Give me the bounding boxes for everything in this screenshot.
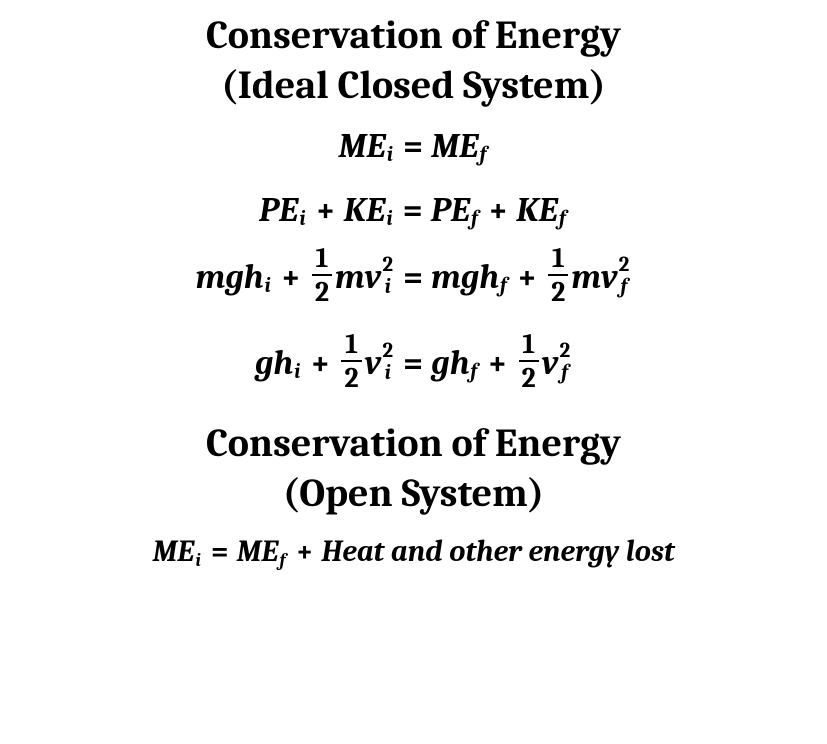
var-h: h xyxy=(479,257,499,297)
sub-f: f xyxy=(471,207,478,231)
equation-pe-ke: PE i + KE i = PE f + KE f xyxy=(259,190,568,230)
var-v: v xyxy=(365,343,382,383)
subsup-f2: 2 f xyxy=(559,347,570,379)
heading-open-system: Conservation of Energy (Open System) xyxy=(206,418,621,518)
sub-f: f xyxy=(480,143,487,167)
var-v: v xyxy=(365,257,382,297)
var-g: g xyxy=(225,257,244,297)
plus-sign: + xyxy=(517,257,537,297)
sub-f: f xyxy=(470,360,477,384)
var-ME: ME xyxy=(153,534,195,569)
var-m: m xyxy=(196,257,226,297)
var-m: m xyxy=(431,257,461,297)
sub-i: i xyxy=(382,280,393,296)
equation-me-conservation: ME i = ME f xyxy=(338,126,488,166)
equals-sign: = xyxy=(403,190,423,230)
var-g: g xyxy=(431,343,450,383)
sub-i: i xyxy=(387,143,393,167)
var-h: h xyxy=(450,343,470,383)
plus-sign: + xyxy=(296,534,314,569)
sub-f: f xyxy=(279,549,285,571)
plus-sign: + xyxy=(487,343,507,383)
equals-sign: = xyxy=(403,126,423,166)
heading-line-2: (Ideal Closed System) xyxy=(206,60,621,110)
var-g: g xyxy=(461,257,480,297)
sub-i: i xyxy=(264,274,270,298)
var-PE: PE xyxy=(431,190,470,230)
fraction-half: 1 2 xyxy=(341,330,361,392)
heading2-line-1: Conservation of Energy xyxy=(206,418,621,468)
frac-den: 2 xyxy=(548,274,568,306)
sub-i: i xyxy=(386,207,392,231)
sub-f: f xyxy=(559,366,570,382)
plus-sign: + xyxy=(281,257,301,297)
sup-2: 2 xyxy=(382,344,393,360)
frac-num: 1 xyxy=(342,330,361,360)
sub-i: i xyxy=(382,366,393,382)
fraction-half: 1 2 xyxy=(548,244,568,306)
var-ME: ME xyxy=(338,126,385,166)
frac-den: 2 xyxy=(341,360,361,392)
var-PE: PE xyxy=(259,190,298,230)
text-heat-lost: Heat and other energy lost xyxy=(321,534,674,569)
var-h: h xyxy=(273,343,293,383)
sub-f: f xyxy=(500,274,507,298)
sub-i: i xyxy=(299,207,305,231)
equation-me-open: ME i = ME f + Heat and other energy lost xyxy=(153,534,675,569)
subsup-i2: 2 i xyxy=(382,261,393,293)
var-KE: KE xyxy=(516,190,558,230)
subsup-f2: 2 f xyxy=(619,261,630,293)
equation-gh-v2: g h i + 1 2 v 2 i = g h f + 1 2 v 2 f xyxy=(255,332,572,394)
var-v: v xyxy=(601,257,618,297)
frac-num: 1 xyxy=(519,330,538,360)
heading-closed-system: Conservation of Energy (Ideal Closed Sys… xyxy=(206,10,621,110)
equals-sign: = xyxy=(211,534,229,569)
subsup-i2: 2 i xyxy=(382,347,393,379)
sup-2: 2 xyxy=(559,344,570,360)
sub-f: f xyxy=(559,207,566,231)
var-g: g xyxy=(255,343,274,383)
sup-2: 2 xyxy=(382,258,393,274)
sub-f: f xyxy=(619,280,630,296)
var-m: m xyxy=(335,257,365,297)
equals-sign: = xyxy=(403,257,423,297)
fraction-half: 1 2 xyxy=(312,244,332,306)
var-ME: ME xyxy=(431,126,478,166)
plus-sign: + xyxy=(316,190,336,230)
sup-2: 2 xyxy=(619,258,630,274)
equation-mgh-mv2: m g h i + 1 2 m v 2 i = m g h f + 1 2 m … xyxy=(196,246,632,308)
frac-num: 1 xyxy=(313,244,332,274)
heading-line-1: Conservation of Energy xyxy=(206,10,621,60)
plus-sign: + xyxy=(488,190,508,230)
frac-den: 2 xyxy=(312,274,332,306)
fraction-half: 1 2 xyxy=(519,330,539,392)
var-ME: ME xyxy=(237,534,279,569)
frac-den: 2 xyxy=(519,360,539,392)
equals-sign: = xyxy=(403,343,423,383)
sub-i: i xyxy=(195,549,201,571)
var-h: h xyxy=(244,257,264,297)
var-m: m xyxy=(571,257,601,297)
plus-sign: + xyxy=(310,343,330,383)
heading2-line-2: (Open System) xyxy=(206,468,621,518)
frac-num: 1 xyxy=(549,244,568,274)
var-KE: KE xyxy=(344,190,386,230)
sub-i: i xyxy=(294,360,300,384)
var-v: v xyxy=(542,343,559,383)
